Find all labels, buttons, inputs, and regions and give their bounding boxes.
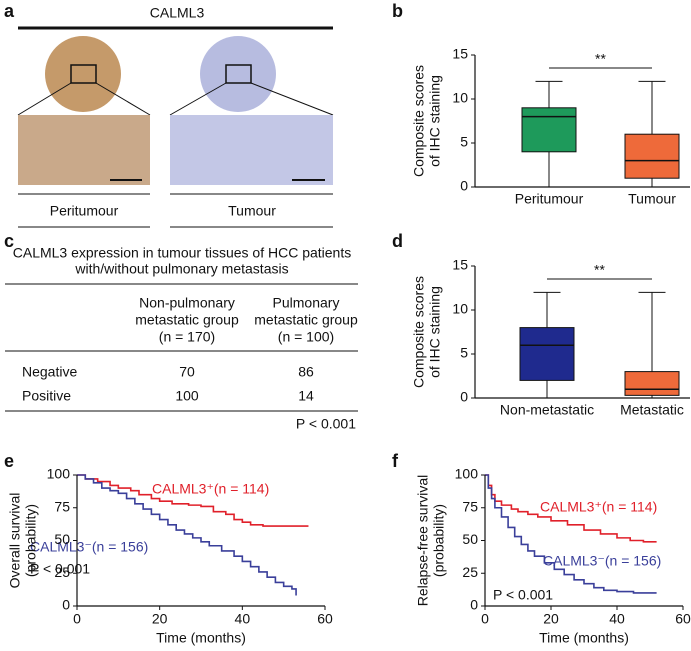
y-tick-label: 0 bbox=[62, 597, 70, 613]
y-tick-label: 75 bbox=[54, 498, 70, 514]
column-header: metastatic group bbox=[135, 312, 239, 328]
table-cell: 14 bbox=[298, 388, 314, 404]
zoom-box bbox=[70, 64, 97, 84]
y-tick-label: 50 bbox=[54, 531, 70, 547]
box bbox=[624, 371, 680, 396]
y-tick-label: 15 bbox=[452, 46, 468, 62]
column-header: metastatic group bbox=[254, 312, 358, 328]
x-tick-label: 60 bbox=[317, 611, 333, 627]
panel-letter: e bbox=[4, 451, 14, 471]
micrograph bbox=[170, 115, 333, 185]
y-tick-label: 15 bbox=[452, 257, 468, 273]
y-axis-label: (probability) bbox=[431, 504, 447, 577]
x-axis-label: Time (months) bbox=[156, 630, 246, 646]
x-tick-label: 60 bbox=[675, 611, 691, 627]
y-tick-label: 10 bbox=[452, 301, 468, 317]
y-tick-label: 25 bbox=[462, 564, 478, 580]
box bbox=[521, 107, 577, 153]
zoom-line bbox=[17, 82, 72, 116]
y-tick-label: 0 bbox=[460, 389, 468, 405]
y-axis-label: Overall survival bbox=[7, 493, 23, 589]
y-tick-label: 0 bbox=[470, 597, 478, 613]
tissue-core bbox=[200, 36, 276, 112]
x-tick-label: 20 bbox=[543, 611, 559, 627]
column-header: (n = 100) bbox=[278, 329, 334, 345]
y-tick-label: 5 bbox=[460, 345, 468, 361]
panel-letter: a bbox=[4, 1, 15, 21]
zoom-line bbox=[250, 82, 334, 116]
y-axis-label: Composite scores bbox=[411, 65, 427, 177]
y-axis-label: of IHC staining bbox=[427, 286, 443, 378]
survival-curve bbox=[485, 474, 657, 543]
table-title: with/without pulmonary metastasis bbox=[74, 261, 288, 277]
image-label: Peritumour bbox=[50, 203, 119, 219]
y-axis-label: of IHC staining bbox=[427, 75, 443, 167]
x-tick-label: Peritumour bbox=[515, 191, 584, 207]
p-value: P < 0.001 bbox=[30, 561, 90, 577]
significance: ** bbox=[594, 262, 605, 278]
x-tick-label: Metastatic bbox=[620, 402, 684, 418]
legend-label: CALML3⁻(n = 156) bbox=[30, 539, 148, 555]
y-axis-label: Composite scores bbox=[411, 276, 427, 388]
legend-label: CALML3⁺(n = 114) bbox=[540, 499, 657, 515]
x-tick-label: 0 bbox=[481, 611, 489, 627]
footnote: P < 0.001 bbox=[296, 416, 356, 432]
significance: ** bbox=[595, 51, 606, 67]
x-tick-label: 0 bbox=[73, 611, 81, 627]
y-tick-label: 25 bbox=[54, 564, 70, 580]
column-header: Non-pulmonary bbox=[139, 295, 235, 311]
y-tick-label: 5 bbox=[460, 134, 468, 150]
y-tick-label: 0 bbox=[460, 178, 468, 194]
legend-label: CALML3⁻(n = 156) bbox=[543, 553, 661, 569]
panel-letter: b bbox=[392, 1, 403, 21]
row-label: Negative bbox=[22, 364, 77, 380]
y-tick-label: 50 bbox=[462, 531, 478, 547]
zoom-line bbox=[95, 82, 151, 116]
tissue-core bbox=[45, 36, 121, 112]
x-tick-label: Non-metastatic bbox=[500, 402, 594, 418]
y-tick-label: 10 bbox=[452, 90, 468, 106]
zoom-box bbox=[225, 64, 252, 84]
panel-title: CALML3 bbox=[150, 5, 205, 21]
zoom-line bbox=[169, 82, 227, 116]
box bbox=[624, 133, 680, 179]
survival-curve bbox=[77, 474, 297, 596]
box bbox=[519, 327, 575, 381]
y-tick-label: 100 bbox=[455, 466, 479, 482]
table-cell: 70 bbox=[179, 364, 195, 380]
y-tick-label: 100 bbox=[47, 466, 71, 482]
image-label: Tumour bbox=[228, 203, 276, 219]
y-axis-label: Relapse-free survival bbox=[415, 475, 431, 607]
y-tick-label: 75 bbox=[462, 498, 478, 514]
x-tick-label: 40 bbox=[609, 611, 625, 627]
x-tick-label: Tumour bbox=[628, 191, 676, 207]
x-tick-label: 20 bbox=[152, 611, 168, 627]
p-value: P < 0.001 bbox=[493, 587, 553, 603]
x-axis-label: Time (months) bbox=[539, 630, 629, 646]
row-label: Positive bbox=[22, 388, 71, 404]
x-tick-label: 40 bbox=[235, 611, 251, 627]
table-cell: 86 bbox=[298, 364, 314, 380]
panel-letter: c bbox=[4, 231, 14, 251]
survival-curve bbox=[77, 474, 309, 527]
panel-letter: f bbox=[392, 451, 399, 471]
legend-label: CALML3⁺(n = 114) bbox=[152, 481, 269, 497]
y-axis-label: (probability) bbox=[23, 504, 39, 577]
survival-curve bbox=[485, 474, 657, 594]
panel-letter: d bbox=[392, 231, 403, 251]
table-cell: 100 bbox=[175, 388, 199, 404]
column-header: Pulmonary bbox=[273, 295, 340, 311]
table-title: CALML3 expression in tumour tissues of H… bbox=[13, 245, 351, 261]
column-header: (n = 170) bbox=[159, 329, 215, 345]
micrograph bbox=[18, 115, 150, 185]
